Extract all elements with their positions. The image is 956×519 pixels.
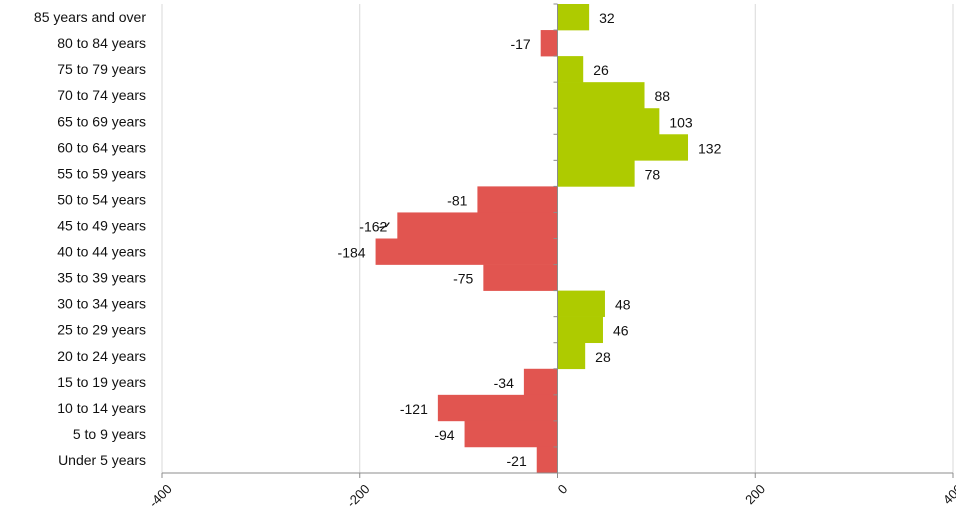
bar-9 — [375, 238, 558, 265]
data-label-4: 103 — [669, 114, 693, 130]
category-label-1: 80 to 84 years — [57, 35, 146, 51]
gridlines — [161, 4, 954, 473]
bar-0 — [557, 4, 590, 31]
bar-11 — [557, 290, 605, 317]
category-label-12: 25 to 29 years — [57, 322, 146, 338]
data-label-3: 88 — [655, 88, 671, 104]
data-label-9: -184 — [338, 245, 366, 261]
bar-13 — [557, 342, 586, 370]
bar-3 — [557, 82, 645, 109]
data-label-15: -121 — [400, 401, 428, 417]
bar-12 — [557, 316, 603, 344]
category-label-6: 55 to 59 years — [57, 165, 146, 181]
bar-1 — [540, 30, 558, 57]
bar-2 — [557, 56, 584, 83]
data-label-17: -21 — [507, 453, 527, 469]
bar-6 — [557, 160, 635, 187]
x-tick-label-3: 200 — [742, 481, 768, 507]
category-label-3: 70 to 74 years — [57, 87, 146, 103]
category-label-15: 10 to 14 years — [57, 400, 146, 416]
x-tick-label-0: -400 — [146, 481, 175, 510]
data-label-13: 28 — [595, 349, 611, 365]
x-tick-label-1: -200 — [344, 481, 373, 510]
data-label-2: 26 — [593, 62, 609, 78]
data-label-11: 48 — [615, 297, 631, 313]
category-label-4: 65 to 69 years — [57, 113, 146, 129]
category-label-8: 45 to 49 years — [57, 217, 146, 233]
bar-15 — [437, 394, 558, 422]
bar-14 — [523, 368, 558, 396]
data-label-14: -34 — [494, 375, 514, 391]
category-label-10: 35 to 39 years — [57, 270, 146, 286]
x-tick-label-4: 400 — [940, 481, 956, 507]
category-label-14: 15 to 19 years — [57, 374, 146, 390]
data-label-12: 46 — [613, 323, 629, 339]
category-label-2: 75 to 79 years — [57, 61, 146, 77]
bar-4 — [557, 108, 660, 135]
data-label-16: -94 — [434, 427, 454, 443]
bar-16 — [464, 420, 558, 448]
category-label-17: Under 5 years — [58, 452, 146, 468]
bar-10 — [483, 264, 558, 291]
data-label-7: -81 — [447, 192, 467, 208]
data-label-5: 132 — [698, 140, 722, 156]
data-label-8: -162 — [359, 218, 387, 234]
bars — [375, 4, 689, 474]
data-label-0: 32 — [599, 10, 615, 26]
category-label-9: 40 to 44 years — [57, 244, 146, 260]
data-label-1: -17 — [510, 36, 530, 52]
category-label-7: 50 to 54 years — [57, 191, 146, 207]
bar-8 — [397, 212, 558, 239]
category-label-16: 5 to 9 years — [73, 426, 146, 442]
category-label-0: 85 years and over — [34, 9, 146, 25]
x-tick-label-2: 0 — [555, 481, 571, 497]
bar-7 — [477, 186, 558, 213]
data-label-10: -75 — [453, 271, 473, 287]
data-label-6: 78 — [645, 166, 661, 182]
axes — [161, 3, 954, 478]
category-label-5: 60 to 64 years — [57, 139, 146, 155]
category-label-11: 30 to 34 years — [57, 296, 146, 312]
data-label-leader-line — [379, 222, 390, 229]
category-label-13: 20 to 24 years — [57, 348, 146, 364]
bar-5 — [557, 134, 689, 161]
bar-17 — [536, 446, 558, 474]
